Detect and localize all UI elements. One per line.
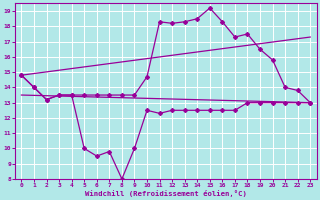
X-axis label: Windchill (Refroidissement éolien,°C): Windchill (Refroidissement éolien,°C): [85, 190, 247, 197]
